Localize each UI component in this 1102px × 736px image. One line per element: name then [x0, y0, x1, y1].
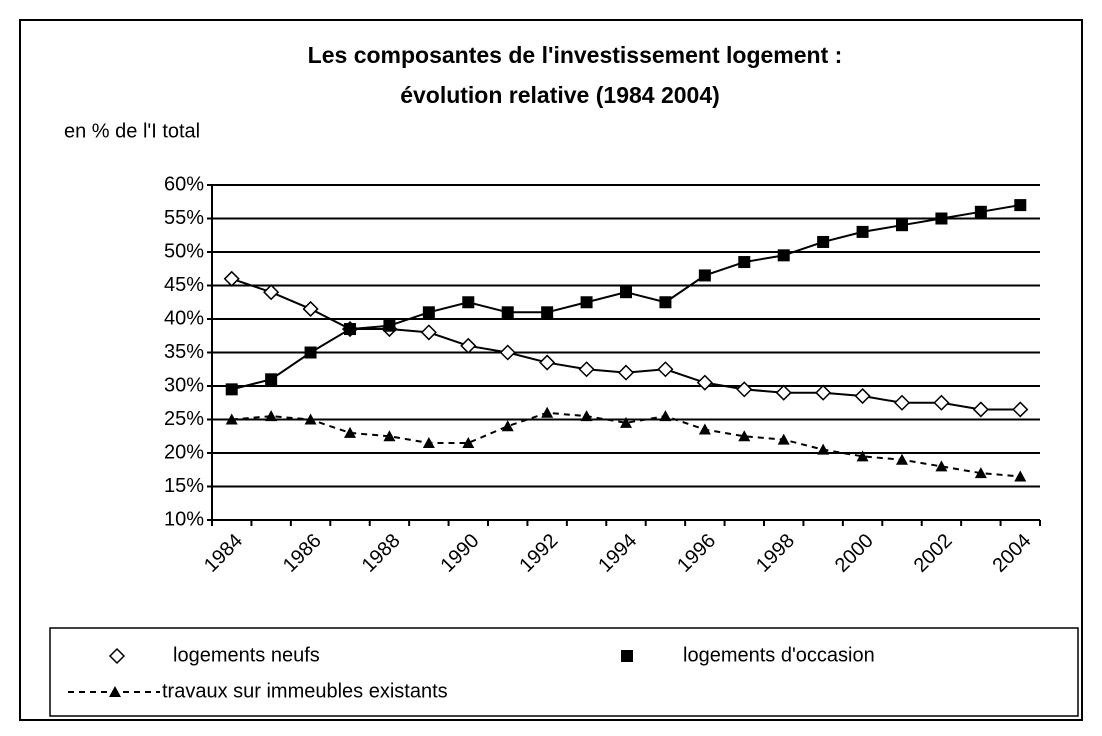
point [738, 256, 751, 269]
point [854, 387, 871, 405]
point [893, 394, 911, 411]
point [223, 270, 240, 287]
point [109, 686, 121, 697]
point [617, 364, 635, 381]
y-tick-label: 50% [164, 240, 204, 262]
point [265, 410, 278, 422]
point [775, 384, 792, 401]
x-tick-label: 1994 [594, 530, 641, 577]
point [578, 361, 595, 378]
point [777, 249, 790, 262]
x-tick-label: 2002 [910, 530, 957, 577]
point [108, 647, 126, 665]
x-tick-label: 1998 [752, 530, 799, 577]
point [580, 410, 593, 422]
point [539, 354, 556, 371]
point [462, 436, 475, 448]
x-tick-label: 1984 [200, 530, 247, 577]
point [972, 401, 989, 418]
x-tick-label: 1986 [279, 530, 326, 577]
point [698, 423, 711, 435]
point [696, 374, 713, 391]
point [659, 410, 672, 422]
point [460, 337, 477, 354]
y-tick-label: 45% [164, 274, 204, 296]
point [304, 413, 317, 425]
point [383, 430, 396, 442]
point [817, 235, 830, 248]
point [974, 205, 987, 218]
chart-subtitle: en % de l'I total [64, 120, 200, 142]
legend-label: logements neufs [173, 644, 320, 666]
y-tick-label: 55% [164, 207, 204, 229]
legend-label: travaux sur immeubles existants [162, 680, 448, 702]
point [738, 430, 751, 442]
point [935, 460, 948, 472]
point [344, 426, 356, 438]
point [501, 306, 514, 319]
point [933, 394, 950, 411]
point [659, 296, 672, 309]
point [225, 383, 238, 396]
point [462, 296, 475, 309]
x-tick-label: 1990 [437, 530, 484, 577]
point [541, 406, 554, 418]
y-tick-label: 35% [164, 341, 204, 363]
point [817, 443, 830, 455]
point [1014, 470, 1027, 482]
point [422, 436, 435, 448]
legend-box [49, 627, 1079, 717]
y-tick-label: 25% [164, 408, 204, 430]
chart-title: évolution relative (1984 2004) [400, 82, 720, 108]
point [541, 306, 554, 319]
point [621, 650, 633, 662]
point [1012, 401, 1029, 418]
point [896, 219, 908, 232]
point [620, 416, 632, 428]
y-tick-label: 10% [164, 508, 204, 530]
y-tick-label: 30% [164, 374, 204, 396]
x-tick-label: 1996 [673, 530, 720, 577]
point [263, 284, 280, 301]
x-tick-label: 2000 [831, 530, 878, 577]
point [265, 373, 278, 386]
point [896, 453, 908, 465]
y-tick-label: 15% [164, 475, 204, 497]
point [974, 467, 987, 479]
point [304, 346, 317, 359]
chart-title: Les composantes de l'investissement loge… [308, 42, 843, 68]
point [657, 361, 674, 378]
point [698, 269, 711, 282]
legend-label: logements d'occasion [683, 644, 875, 666]
point [225, 413, 238, 425]
x-tick-label: 2004 [989, 530, 1036, 577]
point [620, 286, 632, 299]
chart-frame [19, 19, 1083, 721]
y-tick-label: 40% [164, 307, 204, 329]
point [302, 300, 319, 318]
y-tick-label: 60% [164, 173, 204, 195]
y-tick-label: 20% [164, 441, 204, 463]
point [777, 433, 790, 445]
point [736, 381, 753, 398]
point [499, 344, 516, 361]
x-tick-label: 1988 [358, 530, 405, 577]
point [1014, 199, 1027, 212]
point [344, 323, 356, 336]
point [815, 384, 832, 401]
point [420, 324, 437, 341]
x-tick-label: 1992 [515, 530, 562, 577]
series-line [231, 277, 1021, 411]
point [422, 306, 435, 319]
point [383, 319, 396, 332]
point [856, 225, 869, 238]
point [935, 212, 948, 225]
point [501, 420, 514, 432]
point [856, 450, 869, 462]
series-line [231, 411, 1021, 478]
point [580, 296, 593, 309]
